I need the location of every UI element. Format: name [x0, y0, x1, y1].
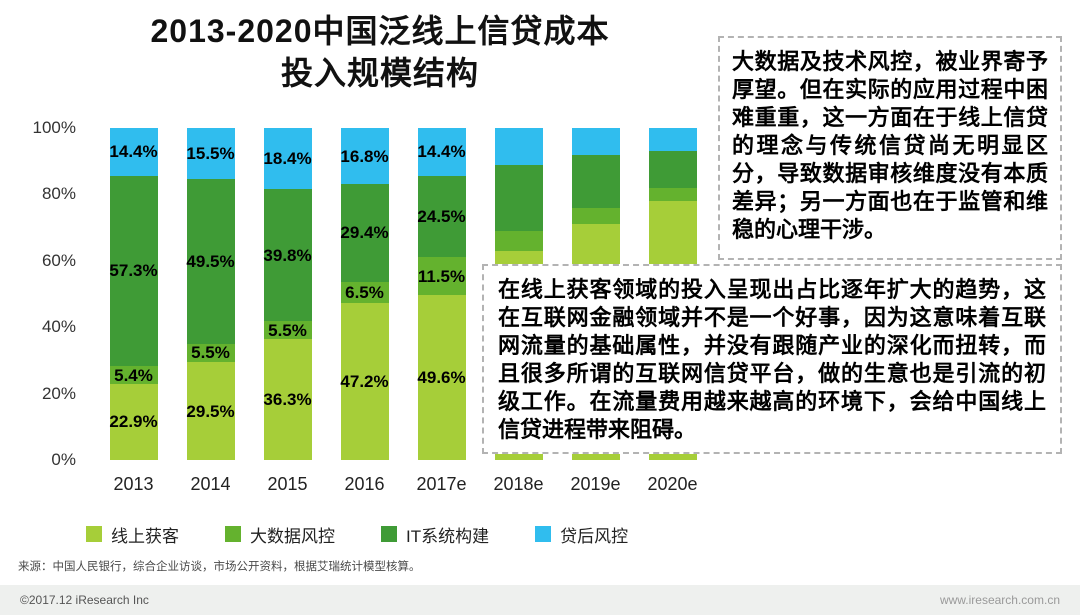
- segment-value-label: 5.5%: [268, 320, 307, 340]
- stacked-bar: 49.6% 11.5% 24.5% 14.4%: [417, 128, 466, 460]
- category-label: 2015: [267, 474, 308, 494]
- bar-segment-大数据风控: 5.4%: [109, 365, 158, 385]
- legend-item: 大数据风控: [225, 522, 335, 547]
- segment-value-label: 49.5%: [186, 252, 235, 272]
- bar-segment-贷后风控: 16.8%: [340, 128, 389, 185]
- bar-segment-线上获客: 36.3%: [263, 339, 312, 460]
- segment-value-label: 14.4%: [417, 142, 466, 162]
- copyright-text: ©2017.12 iResearch Inc: [20, 593, 149, 607]
- bar-segment-线上获客: 29.5%: [186, 362, 235, 460]
- category-label: 2019e: [570, 474, 621, 494]
- legend-item: 贷后风控: [535, 522, 628, 547]
- legend-swatch: [535, 526, 552, 542]
- bar-segment-IT系统构建: [571, 154, 620, 208]
- chart-title-line2: 投入规模结构: [280, 55, 479, 91]
- segment-value-label: 14.4%: [109, 142, 158, 162]
- bar-segment-IT系统构建: [494, 164, 543, 231]
- plot-area: 22.9% 5.4% 57.3% 14.4% 29.5% 5.5% 49.5% 15.5% 36…: [95, 128, 711, 460]
- bar-segment-大数据风控: 5.5%: [186, 343, 235, 363]
- bar-column-2013: 22.9% 5.4% 57.3% 14.4%: [95, 128, 172, 460]
- bar-segment-IT系统构建: 29.4%: [340, 184, 389, 282]
- y-tick-label: 40%: [41, 317, 76, 337]
- bar-segment-贷后风控: 18.4%: [263, 128, 312, 190]
- y-tick-label: 0%: [51, 449, 76, 469]
- bar-segment-贷后风控: [494, 128, 543, 165]
- bar-column-2014: 29.5% 5.5% 49.5% 15.5%: [172, 128, 249, 460]
- bar-segment-大数据风控: 6.5%: [340, 281, 389, 304]
- chart-title-line1: 2013-2020中国泛线上信贷成本: [150, 13, 610, 49]
- segment-value-label: 5.4%: [114, 365, 153, 385]
- bar-segment-贷后风控: [571, 128, 620, 155]
- bar-segment-IT系统构建: 57.3%: [109, 175, 158, 367]
- segment-value-label: 29.4%: [340, 223, 389, 243]
- segment-value-label: 39.8%: [263, 245, 312, 265]
- bar-segment-大数据风控: [571, 207, 620, 225]
- segment-value-label: 11.5%: [417, 266, 466, 286]
- category-label: 2020e: [647, 474, 698, 494]
- bar-segment-大数据风控: 5.5%: [263, 320, 312, 340]
- category-label: 2018e: [493, 474, 544, 494]
- legend-label: 线上获客: [111, 526, 179, 546]
- x-axis: 2013 2014 2015 2016 2017e 2018e 2019e 2020e: [95, 474, 711, 495]
- bar-segment-大数据风控: 11.5%: [417, 257, 466, 296]
- legend: 线上获客 大数据风控 IT系统构建 贷后风控: [86, 521, 628, 547]
- bar-segment-IT系统构建: 24.5%: [417, 175, 466, 258]
- segment-value-label: 47.2%: [340, 372, 389, 392]
- segment-value-label: 6.5%: [345, 283, 384, 302]
- segment-value-label: 57.3%: [109, 261, 158, 281]
- bar-segment-IT系统构建: 39.8%: [263, 189, 312, 322]
- segment-value-label: 49.6%: [417, 368, 466, 388]
- bar-segment-大数据风控: [494, 230, 543, 251]
- stacked-bar: 47.2% 6.5% 29.4% 16.8%: [340, 128, 389, 460]
- source-note: 来源：中国人民银行，综合企业访谈，市场公开资料，根据艾瑞统计模型核算。: [18, 561, 421, 573]
- stacked-bar: 22.9% 5.4% 57.3% 14.4%: [109, 128, 158, 460]
- legend-item: IT系统构建: [381, 522, 489, 547]
- stacked-bar: 36.3% 5.5% 39.8% 18.4%: [263, 128, 312, 460]
- legend-label: IT系统构建: [406, 526, 490, 546]
- y-tick-label: 80%: [41, 184, 76, 204]
- legend-swatch: [86, 526, 102, 542]
- bar-segment-线上获客: 22.9%: [109, 383, 158, 460]
- stacked-bar: 29.5% 5.5% 49.5% 15.5%: [186, 128, 235, 460]
- bar-segment-贷后风控: 15.5%: [186, 128, 235, 180]
- segment-value-label: 18.4%: [263, 149, 312, 169]
- y-tick-label: 60%: [41, 250, 76, 270]
- chart-title: 2013-2020中国泛线上信贷成本 投入规模结构: [40, 10, 720, 94]
- y-tick-label: 100%: [32, 118, 76, 137]
- category-label: 2016: [344, 474, 385, 494]
- website-url: www.iresearch.com.cn: [939, 593, 1060, 607]
- legend-swatch: [381, 526, 397, 542]
- segment-value-label: 22.9%: [109, 412, 158, 432]
- category-label: 2017e: [416, 474, 467, 494]
- bar-segment-线上获客: 49.6%: [417, 295, 466, 460]
- category-label: 2014: [190, 474, 231, 494]
- bar-segment-IT系统构建: [648, 151, 697, 188]
- bar-segment-贷后风控: [648, 128, 697, 152]
- bar-segment-线上获客: 47.2%: [340, 303, 389, 460]
- legend-label: 大数据风控: [250, 526, 335, 546]
- y-axis: 100% 80% 60% 40% 20% 0%: [12, 117, 76, 471]
- bar-column-2016: 47.2% 6.5% 29.4% 16.8%: [326, 128, 403, 460]
- legend-swatch: [225, 526, 241, 542]
- segment-value-label: 5.5%: [191, 343, 230, 363]
- bar-segment-贷后风控: 14.4%: [417, 128, 466, 176]
- callout-risk-control-note: 大数据及技术风控，被业界寄予厚望。但在实际的应用过程中困难重重，这一方面在于线上…: [718, 36, 1062, 260]
- segment-value-label: 15.5%: [186, 144, 235, 164]
- bar-segment-大数据风控: [648, 187, 697, 202]
- bar-segment-IT系统构建: 49.5%: [186, 179, 235, 344]
- footer-bar: ©2017.12 iResearch Inc www.iresearch.com…: [0, 585, 1080, 615]
- segment-value-label: 16.8%: [340, 146, 389, 166]
- bar-column-2017e: 49.6% 11.5% 24.5% 14.4%: [403, 128, 480, 460]
- callout-customer-acquisition-note: 在线上获客领域的投入呈现出占比逐年扩大的趋势，这在互联网金融领域并不是一个好事，…: [482, 264, 1062, 454]
- bar-column-2015: 36.3% 5.5% 39.8% 18.4%: [249, 128, 326, 460]
- segment-value-label: 24.5%: [417, 206, 466, 226]
- legend-label: 贷后风控: [560, 526, 629, 546]
- y-tick-label: 20%: [41, 383, 76, 403]
- segment-value-label: 29.5%: [186, 401, 235, 421]
- legend-item: 线上获客: [86, 522, 179, 547]
- category-label: 2013: [113, 474, 154, 494]
- bar-segment-贷后风控: 14.4%: [109, 128, 158, 176]
- segment-value-label: 36.3%: [263, 390, 312, 410]
